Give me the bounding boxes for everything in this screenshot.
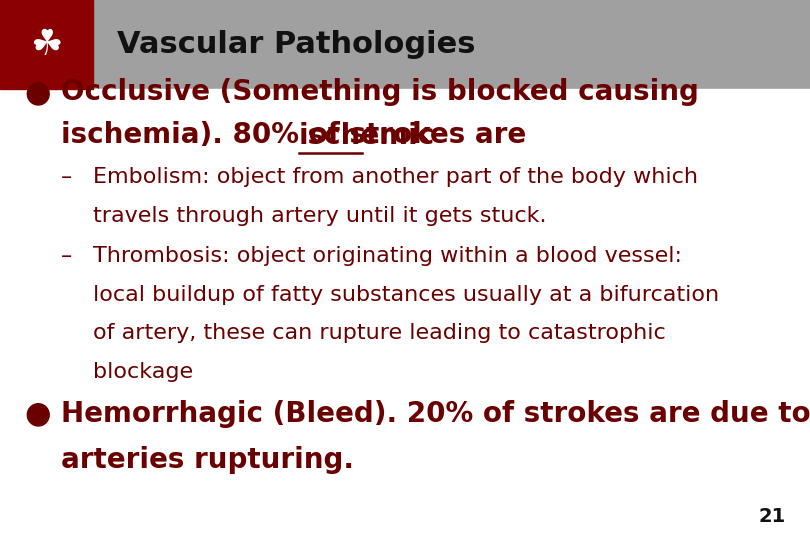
Text: ●: ●	[24, 78, 51, 107]
Bar	[0, 0, 810, 89]
Text: –: –	[61, 167, 72, 187]
Bar	[0, 0, 93, 89]
Text: travels through artery until it gets stuck.: travels through artery until it gets stu…	[93, 206, 547, 226]
Text: arteries rupturing.: arteries rupturing.	[61, 446, 354, 474]
Text: ☘: ☘	[31, 28, 62, 62]
Text: local buildup of fatty substances usually at a bifurcation: local buildup of fatty substances usuall…	[93, 285, 719, 305]
Text: –: –	[61, 246, 72, 266]
Text: ●: ●	[24, 400, 51, 429]
Text: Embolism: object from another part of the body which: Embolism: object from another part of th…	[93, 167, 698, 187]
Text: 21: 21	[758, 508, 786, 526]
Text: ischemic: ischemic	[299, 122, 435, 150]
Text: Vascular Pathologies: Vascular Pathologies	[117, 30, 476, 59]
Bar	[0, 89, 810, 540]
Text: ischemia). 80% of strokes are: ischemia). 80% of strokes are	[61, 122, 535, 150]
Text: blockage: blockage	[93, 362, 194, 382]
Text: Hemorrhagic (Bleed). 20% of strokes are due to: Hemorrhagic (Bleed). 20% of strokes are …	[61, 400, 810, 428]
Text: Occlusive (Something is blocked causing: Occlusive (Something is blocked causing	[61, 78, 698, 106]
Text: of artery, these can rupture leading to catastrophic: of artery, these can rupture leading to …	[93, 323, 666, 343]
Text: Thrombosis: object originating within a blood vessel:: Thrombosis: object originating within a …	[93, 246, 682, 266]
